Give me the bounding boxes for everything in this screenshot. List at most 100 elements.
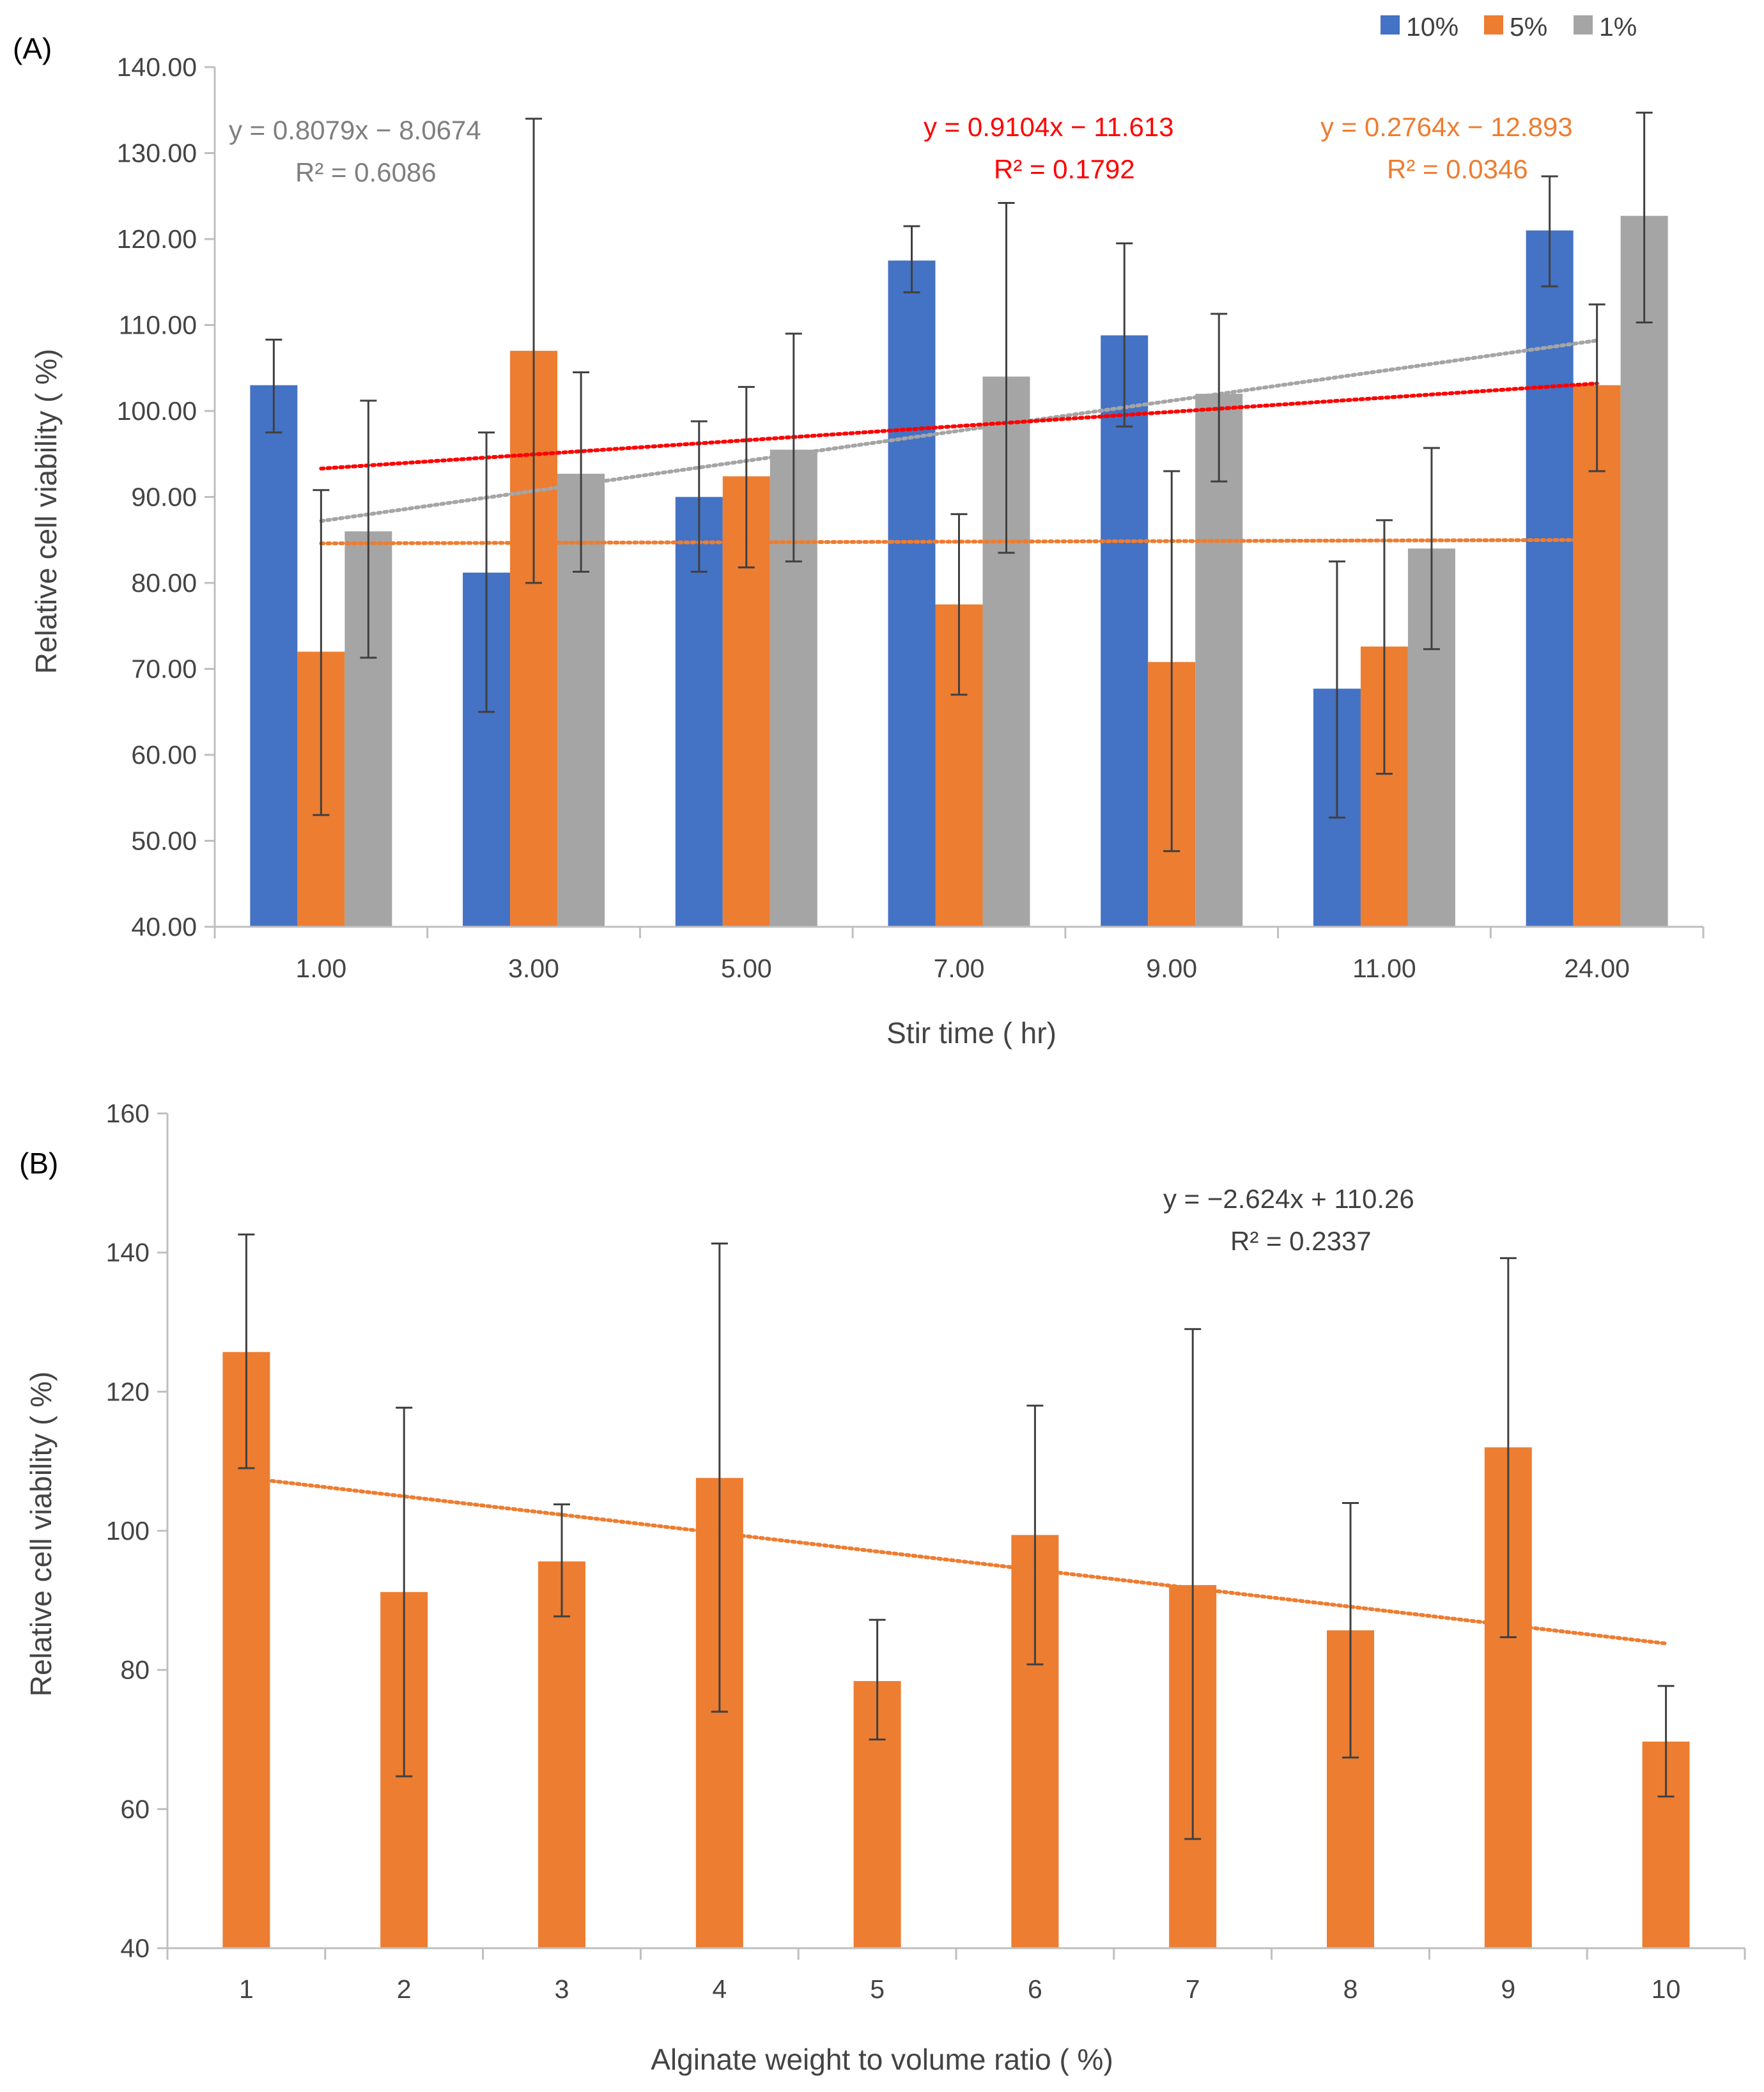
x-tick-label: 3.00 <box>508 954 559 983</box>
legend: 10% 5% 1% <box>1381 12 1637 42</box>
y-tick-label: 140.00 <box>117 52 197 82</box>
error-bar <box>1636 111 1653 323</box>
y-tick-label: 80.00 <box>131 568 197 598</box>
error-bar <box>1588 303 1605 472</box>
trend-b-r2: R² = 0.2337 <box>1230 1226 1372 1256</box>
x-tick-label: 10 <box>1652 1974 1681 2004</box>
legend-swatch-1 <box>1574 15 1593 35</box>
error-bar <box>1499 1257 1517 1639</box>
x-tick-label: 1 <box>239 1974 254 2004</box>
error-bars <box>238 1233 1675 1840</box>
error-bar <box>313 489 330 816</box>
bar-10pct-1.00 <box>250 385 298 927</box>
x-tick-label: 6 <box>1028 1974 1042 2004</box>
trend-5-equation: y = 0.2764x − 12.893 <box>1320 112 1573 142</box>
bar-5pct-24.00 <box>1573 385 1621 927</box>
y-axis-title: Relative cell viability ( %) <box>24 1372 58 1697</box>
y-axis-title: Relative cell viability ( %) <box>29 349 63 674</box>
y-tick-label: 80 <box>120 1655 150 1685</box>
x-axis-title: Stir time ( hr) <box>886 1016 1056 1050</box>
y-tick-label: 100 <box>106 1516 150 1546</box>
panel-a-label: (A) <box>13 32 52 65</box>
x-tick-label: 3 <box>555 1974 569 2004</box>
bar-viability-3 <box>538 1561 585 1948</box>
trend-1-equation: y = 0.8079x − 8.0674 <box>229 115 481 145</box>
x-tick-label: 5 <box>870 1974 885 2004</box>
error-bar <box>1423 447 1440 651</box>
bar-10pct-24.00 <box>1526 230 1574 927</box>
panel-b: (B) 40 60 80 100 120 140 160 1 2 3 4 5 6 7 8 9 10 y = −… <box>19 1099 1746 2076</box>
error-bar <box>1541 175 1558 288</box>
y-tick-label: 60.00 <box>131 740 197 770</box>
y-tick-label: 110.00 <box>119 311 197 340</box>
bar-1pct-24.00 <box>1620 215 1668 927</box>
error-bar <box>1026 1404 1044 1666</box>
y-tick-label: 100.00 <box>117 396 197 426</box>
bar-1pct-9.00 <box>1195 394 1243 927</box>
error-bar <box>553 1503 570 1618</box>
y-tick-label: 50.00 <box>131 826 197 856</box>
error-bar <box>785 332 802 562</box>
y-tick-label: 160 <box>106 1099 150 1128</box>
panel-b-label: (B) <box>19 1147 58 1180</box>
error-bar <box>1375 519 1393 775</box>
trend-5-r2: R² = 0.0346 <box>1387 154 1528 184</box>
error-bar <box>738 385 755 569</box>
trendline-viability <box>244 1476 1668 1646</box>
error-bar <box>1657 1685 1675 1798</box>
y-tick-label: 60 <box>120 1794 150 1824</box>
trendlines <box>244 1476 1668 1646</box>
error-bar <box>478 431 495 713</box>
legend-label-10: 10% <box>1406 12 1458 42</box>
legend-label-1: 1% <box>1599 12 1637 42</box>
trend-10-r2: R² = 0.1792 <box>994 154 1135 184</box>
y-tick-label: 120 <box>106 1377 150 1406</box>
x-tick-label: 1.00 <box>295 954 346 983</box>
error-bar <box>869 1618 886 1740</box>
error-bar <box>238 1233 255 1469</box>
y-tick-label: 140 <box>106 1238 150 1267</box>
bars <box>222 1352 1690 1948</box>
x-tick-label: 4 <box>712 1974 727 2004</box>
error-bar <box>525 118 543 584</box>
x-tick-label: 5.00 <box>721 954 772 983</box>
error-bar <box>573 371 590 573</box>
trend-1-r2: R² = 0.6086 <box>295 157 437 187</box>
bar-10pct-9.00 <box>1101 335 1149 927</box>
error-bar <box>396 1406 413 1778</box>
y-tick-label: 70.00 <box>131 655 197 684</box>
error-bar <box>998 202 1015 554</box>
y-tick-label: 40 <box>120 1933 150 1963</box>
y-tick-label: 90.00 <box>131 483 197 512</box>
x-tick-label: 9 <box>1501 1974 1515 2004</box>
y-tick-label: 120.00 <box>117 224 197 254</box>
x-axis-ticks: 1.00 3.00 5.00 7.00 9.00 11.00 24.00 <box>213 927 1705 983</box>
bars <box>250 215 1668 927</box>
error-bar <box>1184 1328 1202 1840</box>
error-bar <box>360 399 377 659</box>
error-bars <box>265 111 1653 853</box>
x-tick-label: 11.00 <box>1352 954 1416 983</box>
legend-label-5: 5% <box>1510 12 1547 42</box>
x-tick-label: 2 <box>397 1974 412 2004</box>
error-bar <box>1211 313 1228 483</box>
error-bar <box>711 1243 728 1713</box>
x-tick-label: 24.00 <box>1564 954 1630 983</box>
y-tick-label: 130.00 <box>117 139 197 168</box>
panel-a: (A) 10% 5% 1% 40.00 50.00 60.00 70.00 80.00 9… <box>13 12 1705 1050</box>
legend-swatch-5 <box>1484 15 1503 35</box>
x-axis-ticks: 1 2 3 4 5 6 7 8 9 10 <box>166 1948 1746 2004</box>
error-bar <box>690 420 708 573</box>
error-bar <box>1342 1501 1359 1759</box>
y-axis-ticks: 40 60 80 100 120 140 160 <box>106 1099 167 1963</box>
error-bar <box>1328 560 1345 819</box>
error-bar <box>265 338 282 434</box>
x-tick-label: 7.00 <box>934 954 985 983</box>
trend-10-equation: y = 0.9104x − 11.613 <box>924 112 1174 142</box>
trend-b-equation: y = −2.624x + 110.26 <box>1163 1184 1414 1214</box>
bar-10pct-7.00 <box>888 260 936 927</box>
error-bar <box>903 225 920 293</box>
error-bar <box>1116 242 1133 428</box>
x-tick-label: 8 <box>1343 1974 1358 2004</box>
